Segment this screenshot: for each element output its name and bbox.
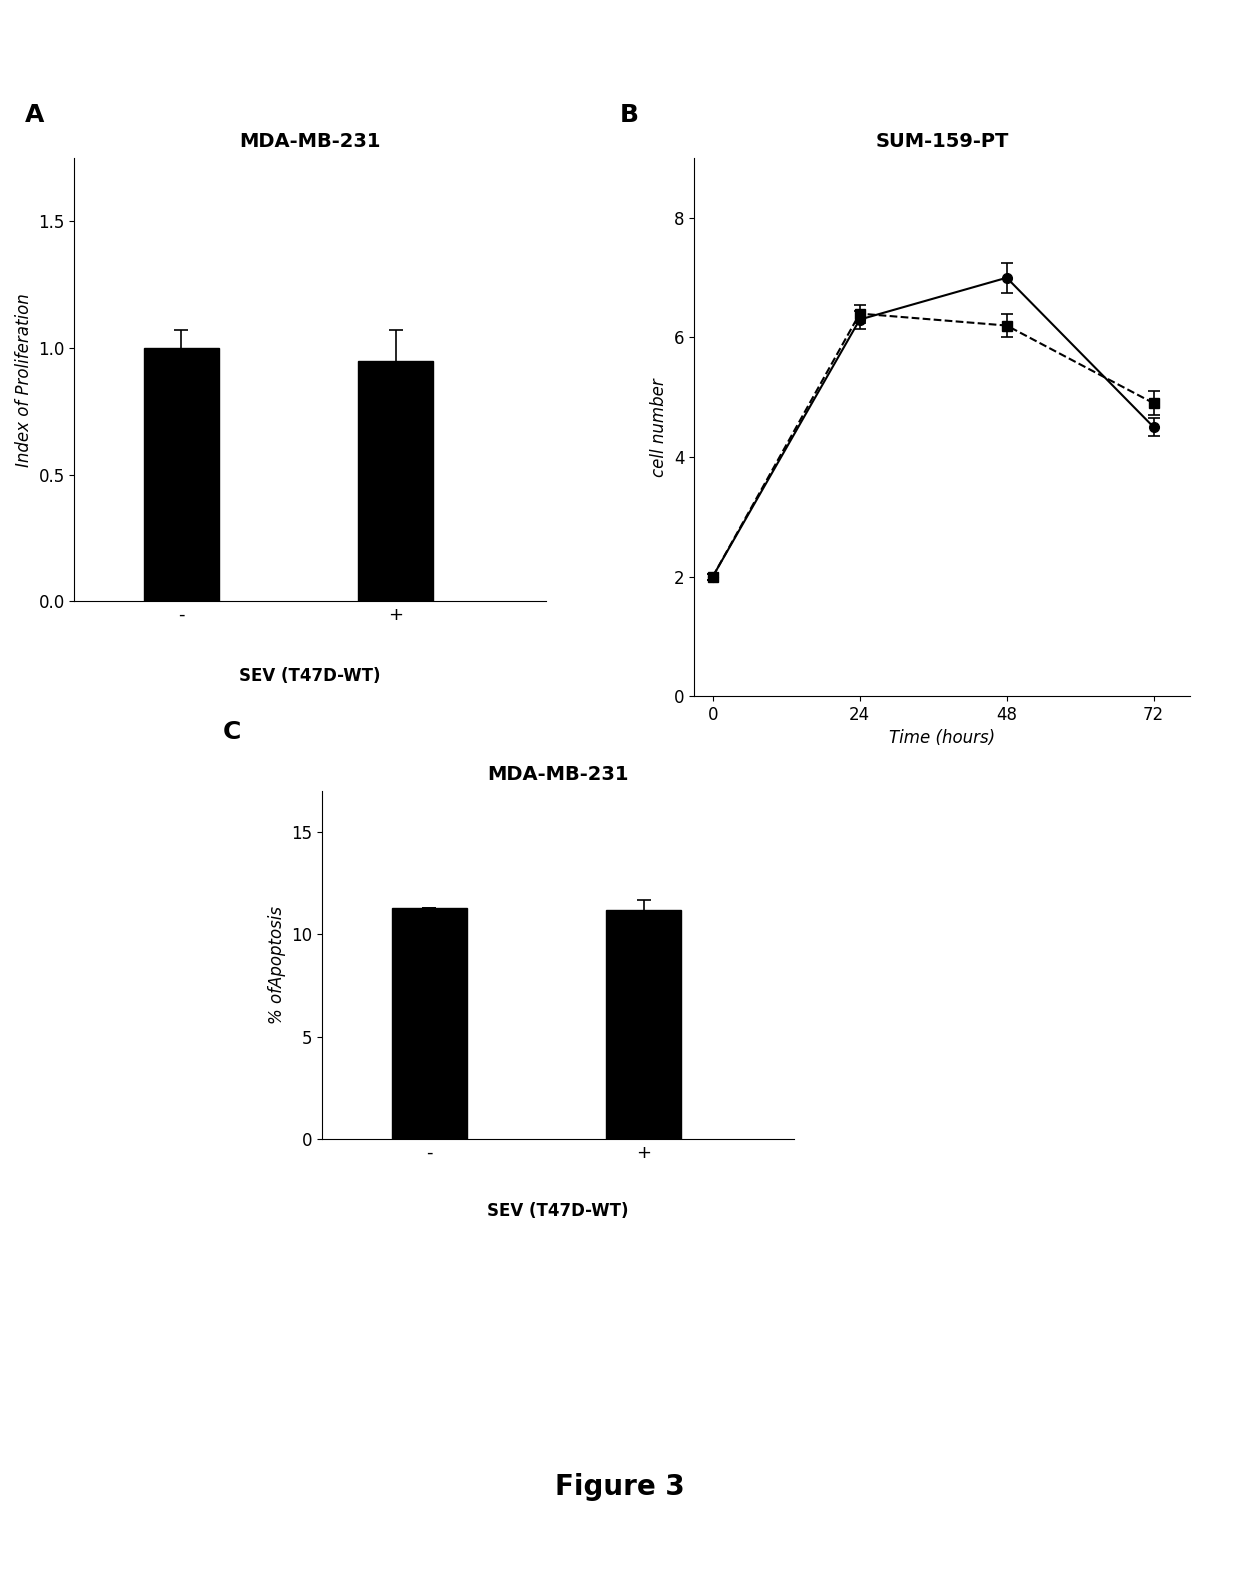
X-axis label: Time (hours): Time (hours) <box>889 729 996 747</box>
Text: Figure 3: Figure 3 <box>556 1473 684 1501</box>
Y-axis label: Index of Proliferation: Index of Proliferation <box>15 293 32 467</box>
Bar <box>392 908 467 1139</box>
Y-axis label: cell number: cell number <box>651 378 668 476</box>
Bar <box>606 910 681 1139</box>
Text: B: B <box>620 103 639 127</box>
Text: A: A <box>25 103 45 127</box>
Bar <box>358 361 433 601</box>
Text: SEV (T47D-WT): SEV (T47D-WT) <box>239 668 381 685</box>
Y-axis label: % ofApoptosis: % ofApoptosis <box>268 906 286 1024</box>
Text: C: C <box>223 720 242 744</box>
Text: SEV (T47D-WT): SEV (T47D-WT) <box>487 1202 629 1220</box>
Bar <box>144 348 219 601</box>
Title: MDA-MB-231: MDA-MB-231 <box>487 764 629 785</box>
Title: MDA-MB-231: MDA-MB-231 <box>239 131 381 152</box>
Title: SUM-159-PT: SUM-159-PT <box>875 131 1009 152</box>
